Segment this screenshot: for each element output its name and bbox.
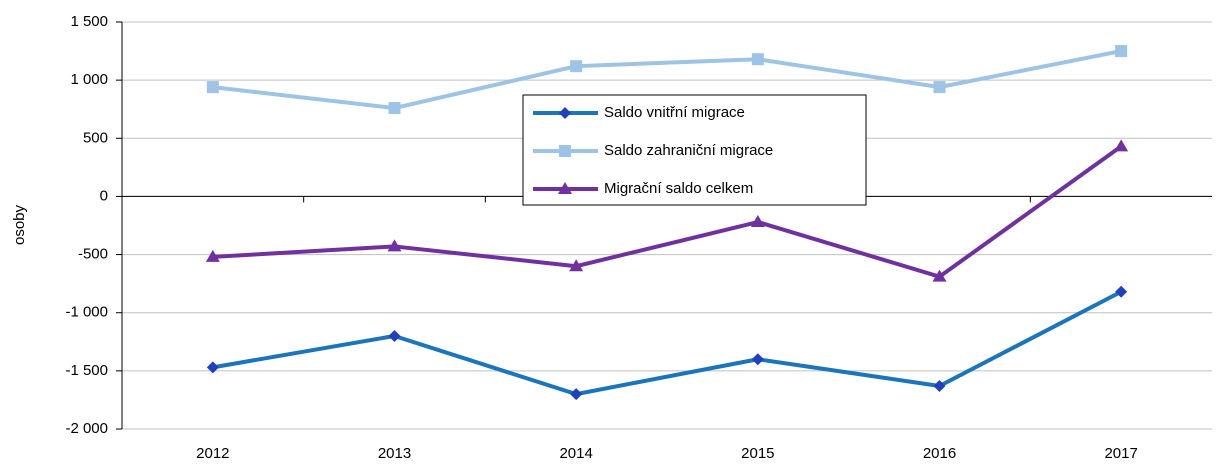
series-line — [212, 290, 1123, 397]
x-tick-label: 2017 — [1104, 445, 1137, 462]
marker — [388, 102, 401, 115]
y-tick-label: 0 — [100, 187, 108, 204]
marker — [559, 107, 571, 119]
marker — [750, 215, 765, 228]
x-tick-label: 2012 — [196, 445, 229, 462]
marker — [1115, 285, 1128, 298]
x-tick-label: 2016 — [923, 445, 956, 462]
x-tick-label: 2014 — [559, 445, 592, 462]
series-line — [212, 144, 1123, 279]
legend: Saldo vnitřní migrace Saldo zahraniční mi… — [522, 94, 867, 206]
legend-label: Saldo vnitřní migrace — [604, 104, 745, 121]
marker — [388, 329, 401, 342]
marker — [933, 379, 946, 392]
y-tick-label: 500 — [83, 129, 108, 146]
x-tick-label: 2013 — [378, 445, 411, 462]
y-tick-label: -1 500 — [65, 362, 108, 379]
marker — [751, 53, 764, 66]
series-line — [212, 49, 1122, 111]
legend-label: Migrační saldo celkem — [604, 180, 753, 197]
marker — [570, 388, 583, 401]
y-tick-label: -2 000 — [65, 420, 108, 437]
marker — [206, 81, 219, 94]
marker — [751, 353, 764, 366]
marker — [559, 145, 571, 157]
marker — [570, 60, 583, 73]
marker — [205, 249, 220, 262]
y-tick-label: -1 000 — [65, 304, 108, 321]
marker — [558, 182, 572, 194]
y-axis-label: osoby — [11, 204, 28, 245]
marker — [387, 239, 402, 252]
marker — [933, 81, 946, 94]
y-tick-label: 1 000 — [70, 71, 108, 88]
y-tick-label: -500 — [78, 246, 108, 263]
marker — [206, 361, 219, 374]
marker — [569, 259, 584, 272]
x-tick-label: 2015 — [741, 445, 774, 462]
legend-label: Saldo zahraniční migrace — [604, 142, 773, 159]
marker — [1115, 45, 1128, 58]
marker — [1114, 139, 1129, 152]
marker — [932, 269, 947, 282]
y-tick-label: 1 500 — [70, 13, 108, 30]
